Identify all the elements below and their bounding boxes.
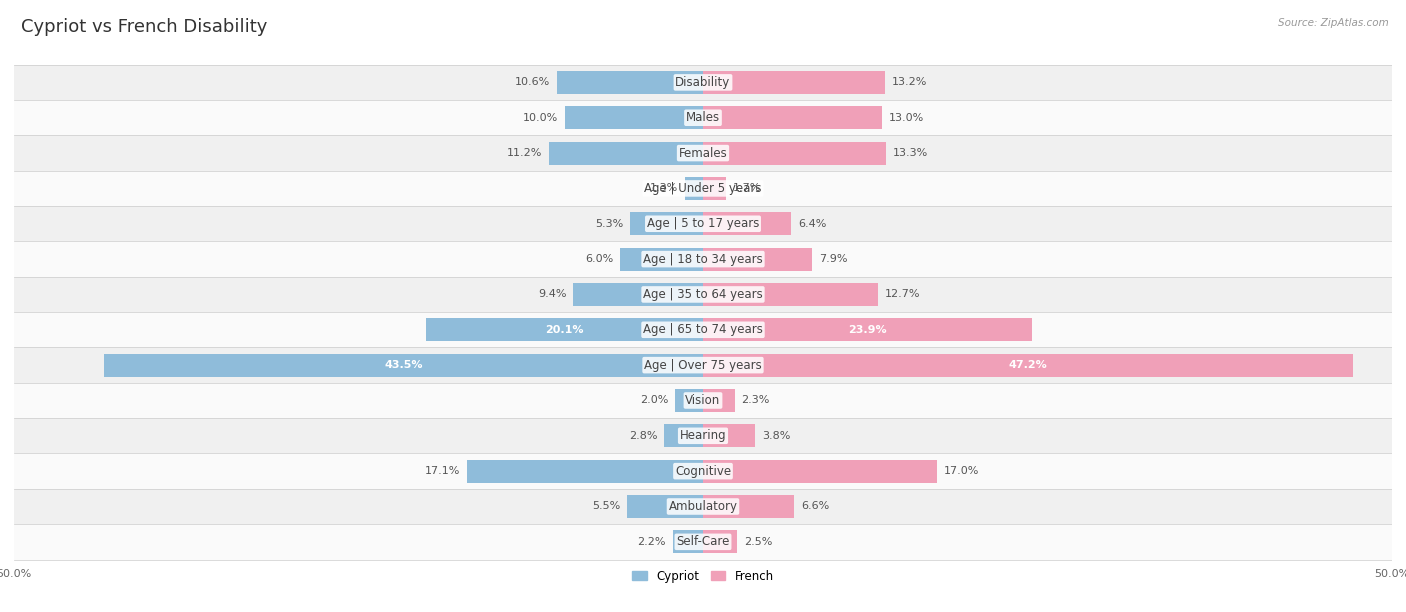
Text: 47.2%: 47.2%	[1008, 360, 1047, 370]
Text: Disability: Disability	[675, 76, 731, 89]
Bar	[703, 283, 877, 306]
Bar	[703, 318, 1032, 341]
Bar	[685, 177, 703, 200]
Text: 13.0%: 13.0%	[889, 113, 924, 123]
Bar	[14, 242, 1392, 277]
Bar	[14, 65, 1392, 100]
Text: 6.0%: 6.0%	[585, 254, 613, 264]
Bar	[703, 71, 884, 94]
Text: Source: ZipAtlas.com: Source: ZipAtlas.com	[1278, 18, 1389, 28]
Bar	[630, 212, 703, 235]
Bar	[467, 460, 703, 483]
Bar	[703, 177, 727, 200]
Text: Age | Under 5 years: Age | Under 5 years	[644, 182, 762, 195]
Bar	[703, 141, 886, 165]
Text: 6.4%: 6.4%	[799, 218, 827, 229]
Text: 23.9%: 23.9%	[848, 325, 887, 335]
Bar	[14, 100, 1392, 135]
Text: 3.8%: 3.8%	[762, 431, 790, 441]
Text: Cypriot vs French Disability: Cypriot vs French Disability	[21, 18, 267, 36]
Bar	[426, 318, 703, 341]
Bar	[14, 171, 1392, 206]
Text: Age | 65 to 74 years: Age | 65 to 74 years	[643, 323, 763, 336]
Text: 2.2%: 2.2%	[637, 537, 666, 547]
Bar	[703, 212, 792, 235]
Text: Age | Over 75 years: Age | Over 75 years	[644, 359, 762, 371]
Bar	[703, 460, 938, 483]
Bar	[672, 531, 703, 553]
Text: Age | 18 to 34 years: Age | 18 to 34 years	[643, 253, 763, 266]
Text: Ambulatory: Ambulatory	[668, 500, 738, 513]
Text: 43.5%: 43.5%	[384, 360, 423, 370]
Bar	[14, 348, 1392, 382]
Bar	[627, 495, 703, 518]
Bar	[703, 495, 794, 518]
Bar	[675, 389, 703, 412]
Bar	[703, 424, 755, 447]
Bar	[14, 453, 1392, 489]
Bar	[14, 206, 1392, 242]
Text: 17.1%: 17.1%	[425, 466, 461, 476]
Text: 7.9%: 7.9%	[818, 254, 848, 264]
Legend: Cypriot, French: Cypriot, French	[627, 565, 779, 588]
Text: 13.3%: 13.3%	[893, 148, 928, 158]
Text: Self-Care: Self-Care	[676, 536, 730, 548]
Bar	[548, 141, 703, 165]
Text: 10.0%: 10.0%	[523, 113, 558, 123]
Bar	[14, 312, 1392, 348]
Bar	[565, 106, 703, 129]
Text: 1.7%: 1.7%	[734, 184, 762, 193]
Bar	[665, 424, 703, 447]
Bar	[104, 354, 703, 376]
Text: 2.0%: 2.0%	[640, 395, 669, 406]
Text: Vision: Vision	[685, 394, 721, 407]
Text: 11.2%: 11.2%	[506, 148, 541, 158]
Text: Cognitive: Cognitive	[675, 465, 731, 477]
Bar	[14, 277, 1392, 312]
Text: 13.2%: 13.2%	[891, 77, 927, 88]
Bar	[557, 71, 703, 94]
Text: 2.3%: 2.3%	[741, 395, 770, 406]
Text: 2.8%: 2.8%	[628, 431, 658, 441]
Bar	[574, 283, 703, 306]
Text: Age | 5 to 17 years: Age | 5 to 17 years	[647, 217, 759, 230]
Bar	[703, 531, 738, 553]
Bar	[14, 135, 1392, 171]
Bar	[703, 106, 882, 129]
Text: Age | 35 to 64 years: Age | 35 to 64 years	[643, 288, 763, 301]
Text: Hearing: Hearing	[679, 429, 727, 442]
Text: 1.3%: 1.3%	[650, 184, 678, 193]
Text: Males: Males	[686, 111, 720, 124]
Text: 10.6%: 10.6%	[515, 77, 550, 88]
Bar	[703, 389, 735, 412]
Text: 6.6%: 6.6%	[801, 501, 830, 512]
Bar	[703, 354, 1354, 376]
Text: 5.3%: 5.3%	[595, 218, 623, 229]
Text: 17.0%: 17.0%	[945, 466, 980, 476]
Bar	[14, 418, 1392, 453]
Bar	[14, 382, 1392, 418]
Bar	[14, 524, 1392, 559]
Bar	[620, 248, 703, 271]
Text: 12.7%: 12.7%	[884, 289, 921, 299]
Bar	[14, 489, 1392, 524]
Bar	[703, 248, 811, 271]
Text: Females: Females	[679, 147, 727, 160]
Text: 5.5%: 5.5%	[592, 501, 620, 512]
Text: 9.4%: 9.4%	[538, 289, 567, 299]
Text: 2.5%: 2.5%	[744, 537, 773, 547]
Text: 20.1%: 20.1%	[546, 325, 583, 335]
